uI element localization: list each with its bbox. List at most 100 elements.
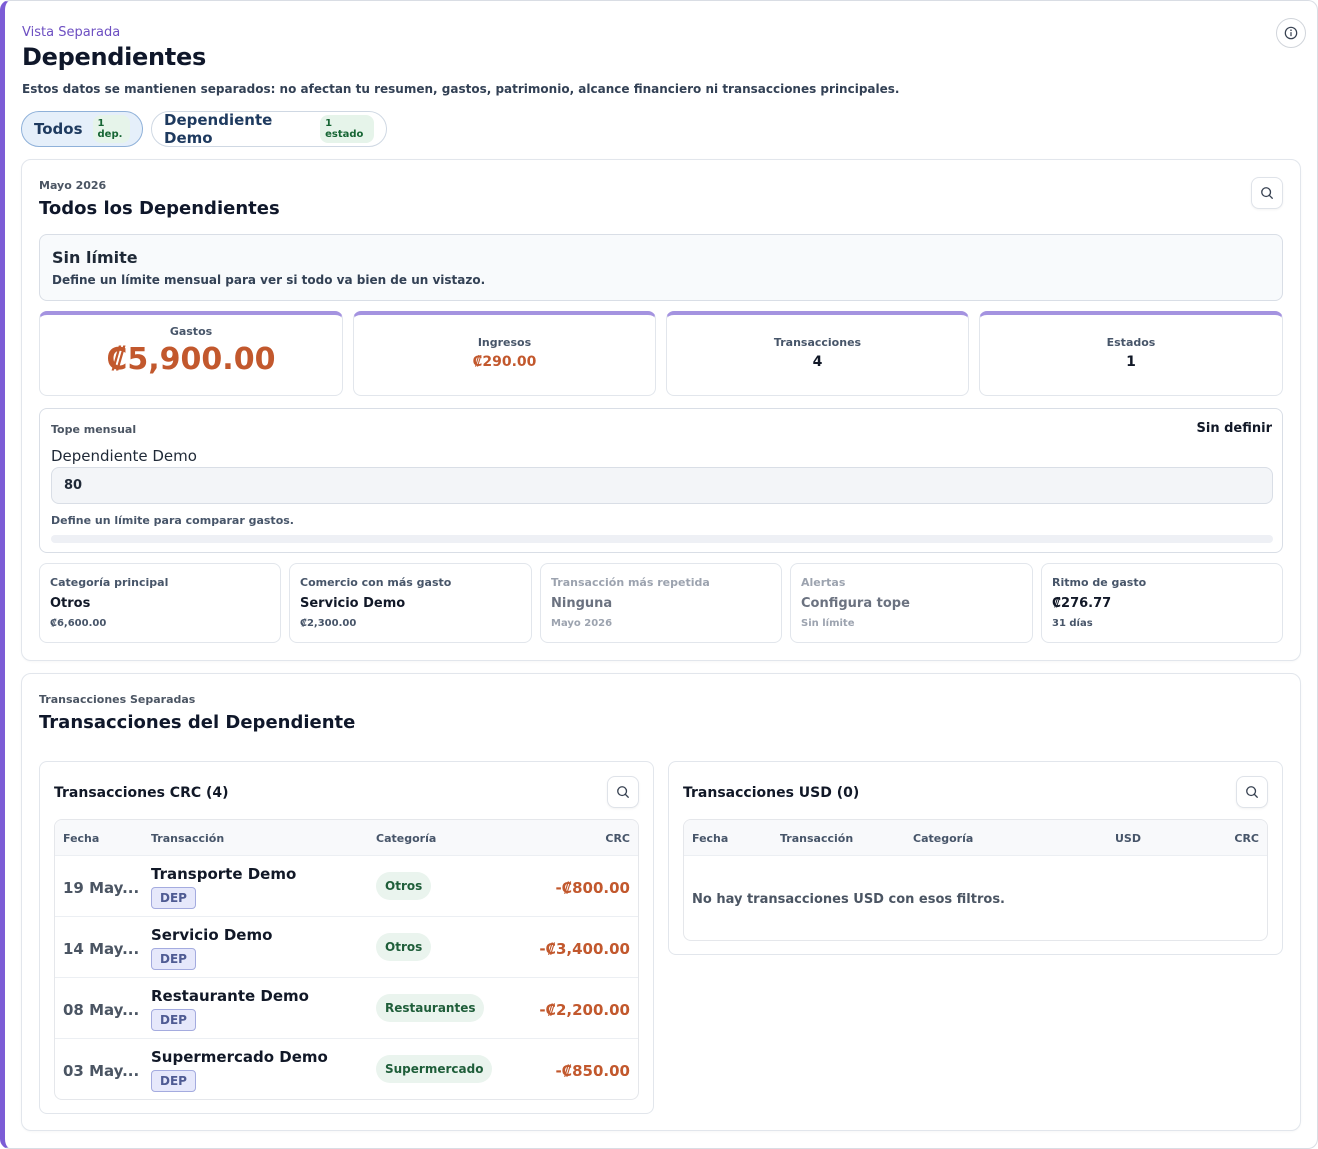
stat-transacciones: Transacciones 4 (666, 311, 969, 396)
insight-value: ₡276.77 (1052, 596, 1112, 611)
column-header[interactable]: Fecha (692, 832, 729, 845)
row-name: Transporte Demo (151, 865, 297, 883)
insight-sub: 31 días (1052, 618, 1093, 629)
row-dep-badge: DEP (151, 1009, 196, 1031)
tab-badge: 1 estado (320, 115, 374, 143)
stat-label: Estados (1106, 336, 1156, 349)
tab-label: Todos (34, 120, 83, 138)
info-icon (1284, 26, 1298, 40)
insight-sub: Sin límite (801, 618, 855, 629)
row-dep-badge: DEP (151, 887, 196, 909)
tab-label: Dependiente Demo (164, 111, 273, 147)
tab-badge: 1 dep. (92, 115, 130, 143)
limit-description: Define un límite mensual para ver si tod… (52, 273, 486, 287)
cap-dependent-name: Dependiente Demo (51, 447, 197, 465)
table-row[interactable]: 19 May... Transporte Demo DEP Otros -₡80… (55, 856, 638, 917)
row-name: Servicio Demo (151, 926, 273, 944)
search-icon (1246, 786, 1258, 798)
usd-search-button[interactable] (1236, 776, 1268, 808)
stat-value: 1 (1126, 354, 1136, 370)
column-header[interactable]: Categoría (913, 832, 974, 845)
summary-title: Todos los Dependientes (39, 198, 280, 219)
insight-label: Alertas (801, 576, 846, 589)
cap-box: Tope mensual Sin definir Dependiente Dem… (39, 408, 1283, 553)
info-button[interactable] (1276, 18, 1306, 48)
row-category-badge: Otros (376, 872, 432, 900)
row-date: 14 May... (63, 940, 140, 958)
cap-progress-bar (51, 535, 1273, 543)
row-amount: -₡800.00 (555, 879, 630, 897)
insight-sub: ₡2,300.00 (300, 618, 357, 629)
stat-value: ₡5,900.00 (106, 342, 276, 377)
insight-value: Ninguna (551, 596, 613, 611)
row-category-badge: Otros (376, 933, 432, 961)
row-dep-badge: DEP (151, 1070, 196, 1092)
column-header[interactable]: Categoría (376, 832, 437, 845)
page-title: Dependientes (22, 43, 206, 71)
table-row[interactable]: 14 May... Servicio Demo DEP Otros -₡3,40… (55, 917, 638, 978)
row-dep-badge: DEP (151, 948, 196, 970)
insight-value: Otros (50, 596, 91, 611)
stat-label: Transacciones (773, 336, 862, 349)
table-row[interactable]: 03 May... Supermercado Demo DEP Supermer… (55, 1039, 638, 1099)
insight-sub: ₡6,600.00 (50, 618, 107, 629)
cap-status: Sin definir (1196, 421, 1272, 436)
insight-categoria-principal: Categoría principal Otros ₡6,600.00 (39, 563, 281, 643)
row-name: Restaurante Demo (151, 987, 309, 1005)
usd-empty-message: No hay transacciones USD con esos filtro… (692, 892, 1005, 907)
cap-input[interactable]: 80 (51, 467, 1273, 504)
insight-comercio: Comercio con más gasto Servicio Demo ₡2,… (289, 563, 532, 643)
insight-label: Categoría principal (50, 576, 169, 589)
row-amount: -₡2,200.00 (539, 1001, 630, 1019)
stat-label: Ingresos (477, 336, 532, 349)
page-eyebrow: Vista Separada (22, 25, 121, 40)
cap-hint: Define un límite para comparar gastos. (51, 514, 294, 527)
column-header[interactable]: Transacción (780, 832, 854, 845)
insight-alertas: Alertas Configura tope Sin límite (790, 563, 1033, 643)
crc-panel-title: Transacciones CRC (4) (54, 785, 229, 801)
stat-value: 4 (812, 354, 823, 370)
transactions-title: Transacciones del Dependiente (39, 712, 356, 733)
cap-input-value: 80 (64, 478, 83, 493)
row-date: 19 May... (63, 879, 140, 897)
insight-value: Configura tope (801, 596, 910, 611)
search-icon (1261, 187, 1273, 199)
column-header[interactable]: CRC (1234, 832, 1259, 845)
crc-search-button[interactable] (607, 776, 639, 808)
page-subtitle: Estos datos se mantienen separados: no a… (22, 82, 900, 96)
stat-gastos: Gastos ₡5,900.00 (39, 311, 343, 396)
summary-period: Mayo 2026 (39, 179, 107, 192)
insight-label: Comercio con más gasto (300, 576, 452, 589)
tab-todos[interactable]: Todos 1 dep. (21, 111, 143, 147)
column-header[interactable]: USD (1115, 832, 1141, 845)
tab-dependiente-demo[interactable]: Dependiente Demo 1 estado (151, 111, 387, 147)
crc-panel: Transacciones CRC (4) Fecha Transacción … (39, 761, 654, 1114)
stat-estados: Estados 1 (979, 311, 1283, 396)
table-row[interactable]: 08 May... Restaurante Demo DEP Restauran… (55, 978, 638, 1039)
usd-table: Fecha Transacción Categoría USD CRC No h… (683, 819, 1268, 941)
crc-table: Fecha Transacción Categoría CRC 19 May..… (54, 819, 639, 1100)
stat-label: Gastos (169, 325, 213, 338)
insight-label: Ritmo de gasto (1052, 576, 1147, 589)
limit-title: Sin límite (52, 248, 138, 267)
search-icon (617, 786, 629, 798)
row-amount: -₡3,400.00 (539, 940, 630, 958)
transactions-eyebrow: Transacciones Separadas (39, 693, 196, 706)
usd-table-header: Fecha Transacción Categoría USD CRC (684, 820, 1267, 856)
row-category-badge: Supermercado (376, 1055, 493, 1083)
stat-ingresos: Ingresos ₡290.00 (353, 311, 656, 396)
usd-panel-title: Transacciones USD (0) (683, 785, 860, 801)
column-header[interactable]: Fecha (63, 832, 100, 845)
row-date: 08 May... (63, 1001, 140, 1019)
column-header[interactable]: Transacción (151, 832, 225, 845)
summary-search-button[interactable] (1251, 177, 1283, 209)
insight-sub: Mayo 2026 (551, 618, 613, 629)
row-name: Supermercado Demo (151, 1048, 328, 1066)
insight-ritmo-gasto: Ritmo de gasto ₡276.77 31 días (1041, 563, 1283, 643)
column-header[interactable]: CRC (605, 832, 630, 845)
insight-value: Servicio Demo (300, 596, 406, 611)
crc-table-header: Fecha Transacción Categoría CRC (55, 820, 638, 856)
insight-label: Transacción más repetida (551, 576, 710, 589)
row-amount: -₡850.00 (555, 1062, 630, 1080)
